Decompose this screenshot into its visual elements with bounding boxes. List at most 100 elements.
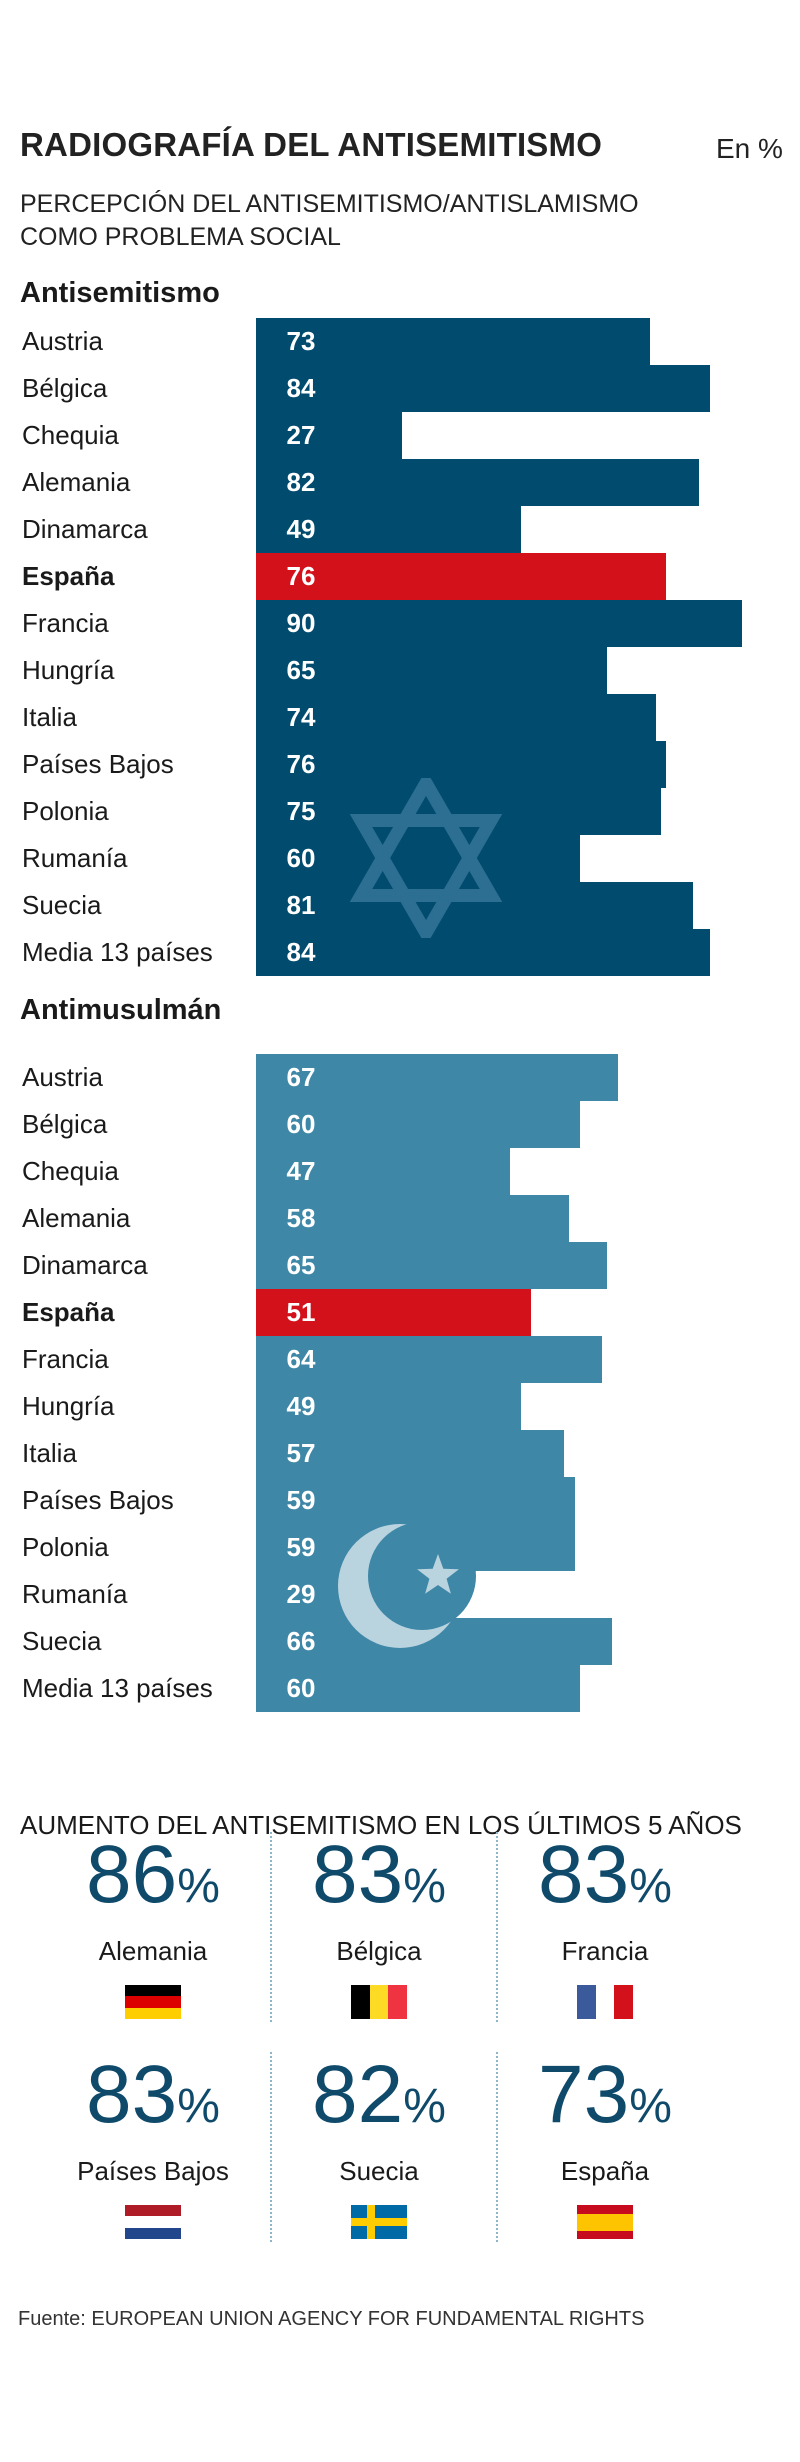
bar-value-label: 27 bbox=[286, 420, 316, 450]
bar-value-label: 65 bbox=[286, 1250, 316, 1280]
divider bbox=[496, 1832, 498, 2022]
bar-value-label: 74 bbox=[286, 702, 316, 732]
bar-value-label: 60 bbox=[286, 843, 316, 873]
bar bbox=[256, 1242, 607, 1289]
category-label: Bélgica bbox=[22, 373, 108, 403]
divider bbox=[270, 1832, 272, 2022]
bar bbox=[256, 929, 710, 976]
bar-value-label: 81 bbox=[286, 890, 316, 920]
category-label: Media 13 países bbox=[22, 937, 213, 967]
bar-value-label: 65 bbox=[286, 655, 316, 685]
antisemitism-chart: Austria 73 Bélgica 84 Chequia 27 Alemania 82 Din… bbox=[0, 318, 800, 976]
bar bbox=[256, 1101, 580, 1148]
bar bbox=[256, 600, 742, 647]
bar bbox=[256, 1148, 510, 1195]
bar-value-label: 67 bbox=[286, 1062, 316, 1092]
bar bbox=[256, 1054, 618, 1101]
bar bbox=[256, 647, 607, 694]
category-label: Media 13 países bbox=[22, 1673, 213, 1703]
antimuslim-chart: Austria 67 Bélgica 60 Chequia 47 Alemania 58 Din… bbox=[0, 1054, 800, 1712]
category-label: Chequia bbox=[22, 1156, 119, 1186]
percent-symbol: % bbox=[177, 1860, 220, 1913]
stat-number: 73 bbox=[538, 2049, 630, 2140]
category-label: Italia bbox=[22, 702, 77, 732]
bar-value-label: 84 bbox=[286, 937, 316, 967]
bar-value-label: 51 bbox=[286, 1297, 316, 1327]
bar-value-label: 76 bbox=[286, 749, 316, 779]
category-label: Rumanía bbox=[22, 843, 128, 873]
bar bbox=[256, 365, 710, 412]
bar-value-label: 60 bbox=[286, 1109, 316, 1139]
flag-sweden-icon bbox=[351, 2205, 407, 2239]
stat-number: 83 bbox=[312, 1829, 404, 1920]
stat-country: Suecia bbox=[339, 2156, 419, 2186]
stat-item: 86% Alemania bbox=[38, 1830, 268, 2019]
section-label-antimusulman: Antimusulmán bbox=[20, 994, 222, 1026]
page-title: RADIOGRAFÍA DEL ANTISEMITISMO bbox=[20, 126, 603, 163]
stat-item: 83% Países Bajos bbox=[38, 2050, 268, 2239]
bar bbox=[256, 318, 650, 365]
bar bbox=[256, 1383, 521, 1430]
bar-value-label: 58 bbox=[286, 1203, 316, 1233]
category-label: Países Bajos bbox=[22, 1485, 174, 1515]
stat-country: Bélgica bbox=[336, 1936, 422, 1966]
category-label: Alemania bbox=[22, 467, 131, 497]
category-label: Francia bbox=[22, 1344, 109, 1374]
bar-highlight bbox=[256, 1289, 531, 1336]
section-label-antisemitismo: Antisemitismo bbox=[20, 277, 220, 309]
bar bbox=[256, 1336, 602, 1383]
stat-number: 86 bbox=[86, 1829, 178, 1920]
bar-value-label: 59 bbox=[286, 1532, 316, 1562]
category-label: Austria bbox=[22, 326, 103, 356]
category-label: Bélgica bbox=[22, 1109, 108, 1139]
divider bbox=[496, 2052, 498, 2242]
category-label: Hungría bbox=[22, 1391, 115, 1421]
percent-symbol: % bbox=[629, 1860, 672, 1913]
stat-country: Países Bajos bbox=[77, 2156, 229, 2186]
category-label: Polonia bbox=[22, 796, 109, 826]
bar-value-label: 84 bbox=[286, 373, 316, 403]
bar-value-label: 57 bbox=[286, 1438, 316, 1468]
stat-value: 83% bbox=[264, 1830, 494, 1932]
bar-value-label: 73 bbox=[286, 326, 316, 356]
bar-value-label: 76 bbox=[286, 561, 316, 591]
category-label: Países Bajos bbox=[22, 749, 174, 779]
subtitle: PERCEPCIÓN DEL ANTISEMITISMO/ANTISLAMISM… bbox=[20, 188, 760, 254]
stat-number: 82 bbox=[312, 2049, 404, 2140]
bar-value-label: 60 bbox=[286, 1673, 316, 1703]
category-label: España bbox=[22, 561, 115, 591]
category-label: Polonia bbox=[22, 1532, 109, 1562]
category-label: Austria bbox=[22, 1062, 103, 1092]
bar-value-label: 75 bbox=[286, 796, 316, 826]
subtitle-line-1: PERCEPCIÓN DEL ANTISEMITISMO/ANTISLAMISM… bbox=[20, 190, 639, 218]
flag-spain-icon bbox=[577, 2205, 633, 2239]
stat-item: 83% Bélgica bbox=[264, 1830, 494, 2019]
bar-value-label: 64 bbox=[286, 1344, 316, 1374]
stat-number: 83 bbox=[86, 2049, 178, 2140]
bar-value-label: 49 bbox=[286, 1391, 316, 1421]
crescent-star-icon bbox=[338, 1522, 476, 1648]
category-label: Chequia bbox=[22, 420, 119, 450]
stat-country: España bbox=[560, 2156, 650, 2186]
unit-label: En % bbox=[716, 133, 783, 164]
stat-value: 83% bbox=[38, 2050, 268, 2152]
stats-title: AUMENTO DEL ANTISEMITISMO EN LOS ÚLTIMOS… bbox=[20, 1810, 742, 1840]
bar bbox=[256, 1195, 569, 1242]
bar bbox=[256, 835, 580, 882]
bar bbox=[256, 694, 656, 741]
stat-item: 73% España bbox=[490, 2050, 720, 2239]
bar-value-label: 66 bbox=[286, 1626, 316, 1656]
flag-france-icon bbox=[577, 1985, 634, 2019]
percent-symbol: % bbox=[177, 2080, 220, 2133]
stat-item: 83% Francia bbox=[490, 1830, 720, 2019]
bar-value-label: 90 bbox=[286, 608, 316, 638]
bar bbox=[256, 459, 699, 506]
stat-item: 82% Suecia bbox=[264, 2050, 494, 2239]
percent-symbol: % bbox=[403, 1860, 446, 1913]
bar-value-label: 49 bbox=[286, 514, 316, 544]
bar-value-label: 29 bbox=[286, 1579, 316, 1609]
category-label: Francia bbox=[22, 608, 109, 638]
stat-value: 83% bbox=[490, 1830, 720, 1932]
category-label: Italia bbox=[22, 1438, 77, 1468]
stat-value: 73% bbox=[490, 2050, 720, 2152]
